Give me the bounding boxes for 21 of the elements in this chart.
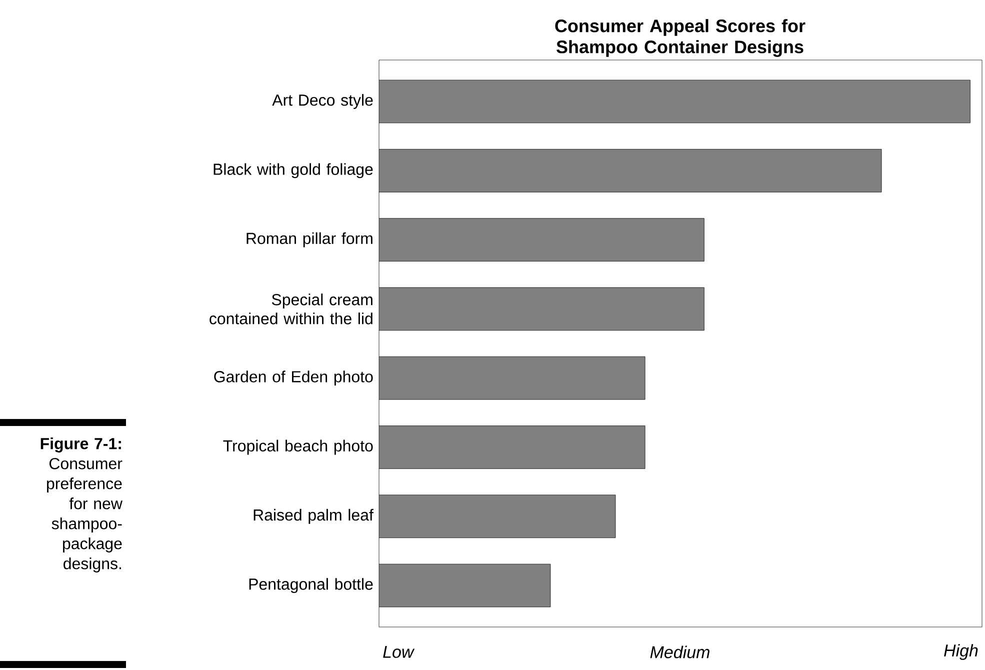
bar	[379, 80, 970, 124]
y-tick-label: Garden of Eden photo	[214, 370, 373, 386]
y-tick-label: Roman pillar form	[246, 232, 372, 248]
bar	[379, 426, 646, 469]
y-tick-label: Special cream contained within the lid	[210, 294, 372, 324]
y-tick-label: Pentagonal bottle	[249, 578, 373, 593]
bar	[379, 149, 882, 192]
y-tick-label: Black with gold foliage	[214, 163, 373, 178]
y-tick-label: Tropical beach photo	[223, 440, 373, 455]
bar	[379, 564, 551, 608]
bar	[379, 494, 616, 538]
bar	[379, 218, 704, 262]
chart-title: Consumer Appeal Scores for Shampoo Container Designs	[555, 19, 806, 57]
text: High	[944, 644, 978, 660]
y-tick-label: Raised palm leaf	[254, 508, 374, 524]
bar	[379, 287, 704, 331]
bar	[379, 356, 646, 400]
text: Medium	[650, 646, 710, 658]
text: Low	[383, 646, 415, 658]
y-tick-label: Art Deco style	[272, 94, 373, 109]
text: Figure 7-1: Consumer preference for new shampoo-package designs.	[40, 438, 123, 572]
